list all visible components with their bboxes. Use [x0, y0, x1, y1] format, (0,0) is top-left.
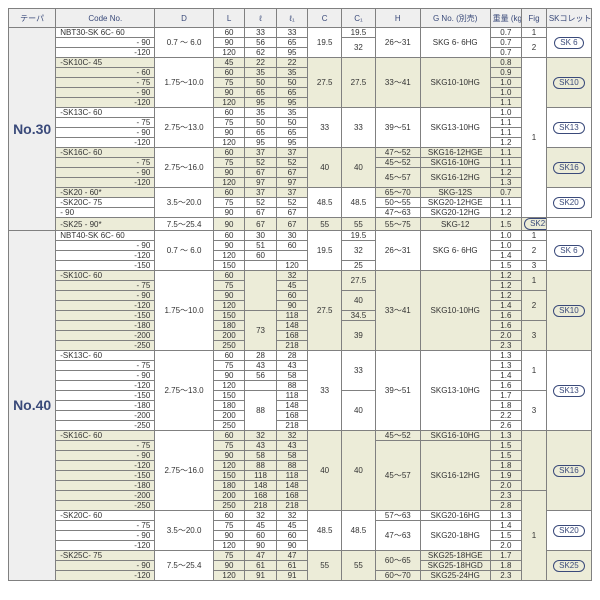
hdr-h: H	[375, 9, 420, 28]
hdr-l: L	[213, 9, 245, 28]
hdr-e: ℓ	[245, 9, 277, 28]
spec-table: テーパ Code No. D L ℓ ℓ₁ C C₁ H G No. (別売) …	[8, 8, 592, 581]
hdr-g: G No. (別売)	[420, 9, 490, 28]
table-body: No.30NBT30-SK 6C- 600.7 ～ 6.060333319.51…	[9, 28, 592, 581]
hdr-e1: ℓ₁	[276, 9, 308, 28]
hdr-sk: SKコレット	[546, 9, 591, 28]
hdr-wt: 重量 (kg)	[490, 9, 522, 28]
hdr-c: C	[308, 9, 342, 28]
hdr-taper: テーパ	[9, 9, 56, 28]
hdr-code: Code No.	[56, 9, 155, 28]
table-header: テーパ Code No. D L ℓ ℓ₁ C C₁ H G No. (別売) …	[9, 9, 592, 28]
taper-30: No.30	[9, 28, 56, 231]
taper-40: No.40	[9, 231, 56, 581]
hdr-d: D	[155, 9, 214, 28]
hdr-c1: C₁	[342, 9, 376, 28]
hdr-fig: Fig	[522, 9, 547, 28]
